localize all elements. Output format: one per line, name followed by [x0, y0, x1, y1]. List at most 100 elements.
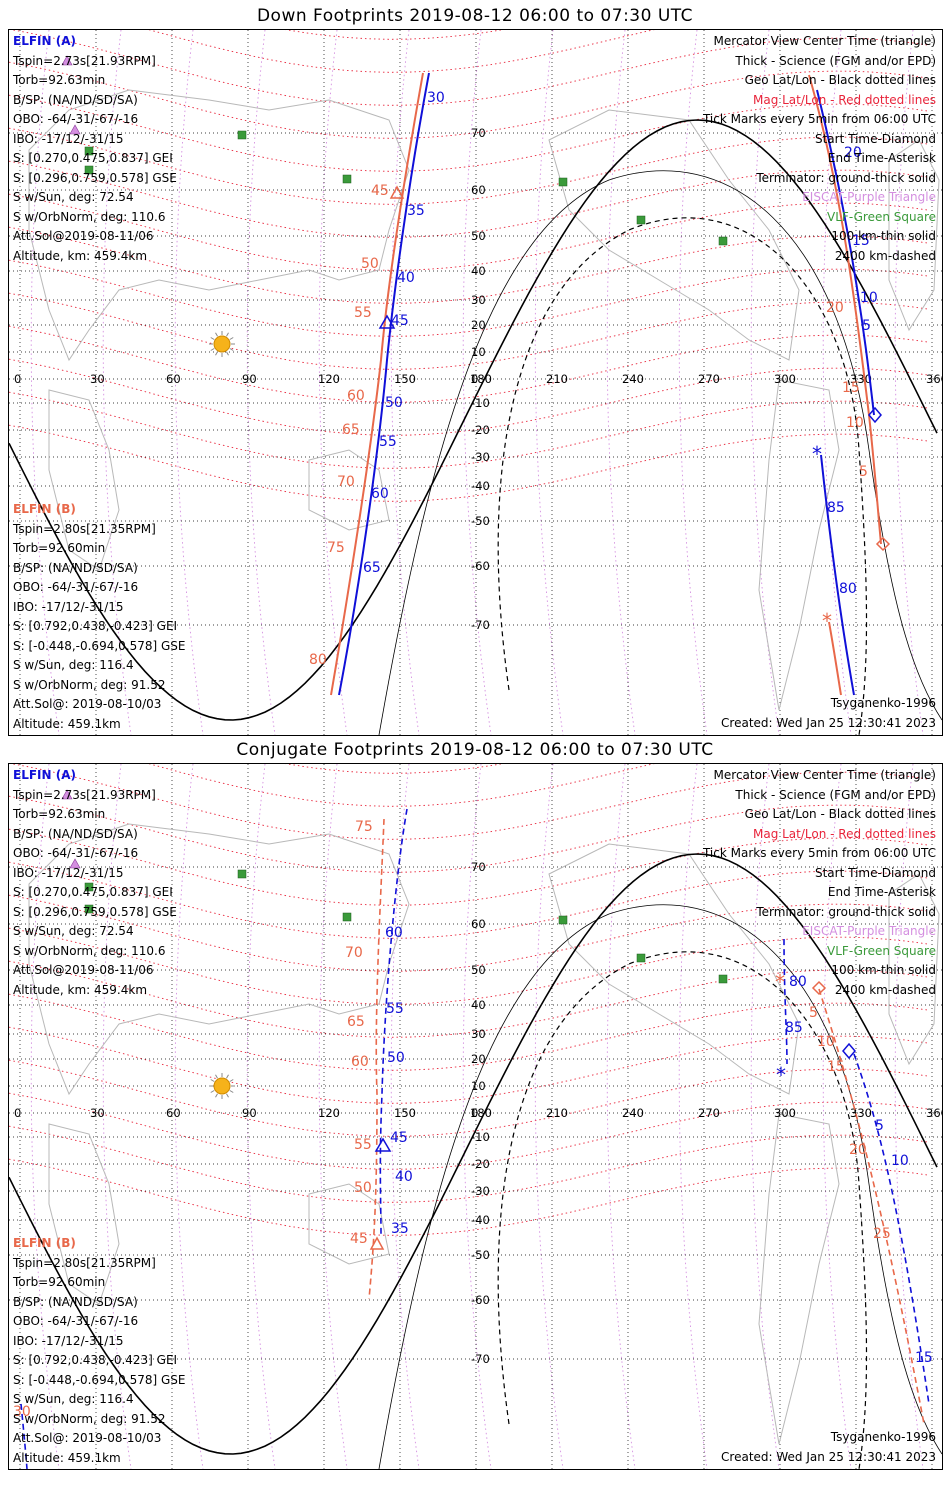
- legend-item: Tick Marks every 5min from 06:00 UTC: [702, 846, 936, 860]
- elfin-a-trace: [379, 808, 408, 1235]
- info-line: Altitude: 459.1km: [13, 1450, 121, 1465]
- end-time-asterisk: *: [812, 442, 822, 466]
- panel2-title: Conjugate Footprints 2019-08-12 06:00 to…: [236, 740, 714, 760]
- legend-item: Mercator View Center Time (triangle): [713, 34, 936, 48]
- lat-tick-label: -50: [471, 514, 490, 528]
- info-line: S w/OrbNorm, deg: 91.52: [13, 1411, 166, 1426]
- lat-tick-label: 20: [471, 318, 486, 332]
- mag-lon-line: [822, 30, 852, 735]
- tick-mark-label: 30: [427, 90, 445, 106]
- sun-ray: [226, 1074, 229, 1079]
- legend-item: End Time-Asterisk: [827, 151, 936, 165]
- elfin-a-header: ELFIN (A): [13, 34, 76, 48]
- mag-lon-line: [174, 30, 204, 735]
- elfin-a-trace-wrap: [20, 1403, 28, 1469]
- legend-item: 100 km-thin solid: [831, 963, 936, 977]
- elfin-a-trace: [338, 72, 430, 696]
- legend-item: Geo Lat/Lon - Black dotted lines: [744, 807, 936, 821]
- legend-item: Mercator View Center Time (triangle): [713, 768, 936, 782]
- sun-disk: [213, 335, 231, 353]
- sun-ray: [226, 1093, 229, 1098]
- vlf-square: [84, 904, 94, 914]
- tick-mark-label: 70: [345, 945, 363, 961]
- legend-item: End Time-Asterisk: [827, 885, 936, 899]
- range-2400km-line: [497, 951, 868, 1469]
- mag-lon-line: [534, 764, 564, 1469]
- tick-mark-label: 85: [785, 1020, 803, 1036]
- mag-lon-line: [822, 764, 852, 1469]
- vlf-square: [718, 974, 728, 984]
- sun-ray: [210, 348, 215, 351]
- lon-tick-label: 270: [698, 1106, 720, 1120]
- lat-tick-label: 40: [471, 998, 486, 1012]
- tick-mark-label: 55: [354, 1137, 372, 1153]
- tick-mark-label: 15: [852, 233, 870, 249]
- lat-tick-label: 0: [471, 372, 478, 386]
- continent-outline: [888, 873, 940, 1066]
- legend-item: Mag Lat/Lon - Red dotted lines: [752, 826, 936, 841]
- info-line: IBO: -17/12/-31/15: [13, 131, 124, 146]
- center-time-triangle: [389, 185, 405, 199]
- tick-mark-label: 55: [386, 1001, 404, 1017]
- lat-tick-label: -10: [471, 396, 490, 410]
- sun-ray: [229, 1079, 234, 1082]
- sun-ray: [210, 1090, 215, 1093]
- tick-mark-label: 35: [407, 203, 425, 219]
- mag-lat-line: [9, 61, 930, 139]
- legend-item: Mag Lat/Lon - Red dotted lines: [752, 92, 936, 107]
- continent-outline: [308, 1183, 390, 1265]
- mag-lon-line: [750, 764, 780, 1469]
- legend-item: 2400 km-dashed: [834, 982, 936, 997]
- panel2-map-svg: 0306090120150180210240270300330360706050…: [9, 764, 942, 1469]
- mag-lat-line: [9, 1026, 930, 1104]
- tick-mark-label: 10: [846, 415, 864, 431]
- panel1-elfin-a-info: ELFIN (A) Tspin=2.73s[21.93RPM] Torb=92.…: [13, 32, 177, 266]
- start-time-diamond: [811, 980, 827, 996]
- mag-lat-line: [9, 325, 930, 403]
- mag-lat-line: [10, 30, 930, 106]
- tick-mark-label: 65: [342, 422, 360, 438]
- lon-tick-label: 150: [394, 372, 416, 386]
- info-line: Torb=92.63min: [13, 73, 106, 87]
- info-line: OBO: -64/-31/-67/-16: [13, 846, 139, 860]
- continent-outline: [28, 823, 410, 1096]
- vlf-square: [342, 174, 352, 184]
- info-line: S: [0.792,0.438,-0.423] GEI: [13, 1353, 178, 1367]
- mag-lon-line: [102, 764, 132, 1469]
- info-line: S w/OrbNorm, deg: 110.6: [13, 209, 166, 224]
- mag-lat-line: [148, 764, 655, 807]
- info-line: S w/Sun, deg: 72.54: [13, 190, 134, 204]
- lon-tick-label: 180: [470, 372, 492, 386]
- tick-mark-label: 60: [351, 1054, 369, 1070]
- legend-item: 100 km-thin solid: [831, 229, 936, 243]
- info-line: S w/Sun, deg: 116.4: [13, 658, 134, 672]
- legend-item: VLF-Green Square: [827, 943, 936, 958]
- elfin-b-header: ELFIN (B): [13, 502, 76, 516]
- panel2-elfin-b-info: ELFIN (B) Tspin=2.80s[21.35RPM] Torb=92.…: [13, 1234, 186, 1468]
- lat-tick-label: -30: [471, 1184, 490, 1198]
- info-line: Att.Sol@: 2019-08-10/03: [13, 697, 162, 711]
- legend-item: Terminator: ground-thick solid: [756, 170, 936, 185]
- info-line: Altitude, km: 459.4km: [13, 248, 148, 263]
- mag-lon-line: [30, 764, 60, 1469]
- mag-lat-line: [10, 764, 930, 840]
- lon-tick-label: 60: [166, 372, 181, 386]
- sun-ray: [226, 332, 229, 337]
- info-line: Torb=92.60min: [13, 541, 106, 555]
- mag-lat-line: [9, 861, 930, 939]
- info-line: S: [0.792,0.438,-0.423] GEI: [13, 619, 178, 633]
- info-line: S w/Sun, deg: 72.54: [13, 924, 134, 938]
- sun-ray: [215, 1074, 218, 1079]
- tick-mark-label: 50: [354, 1180, 372, 1196]
- start-time-diamond: [868, 406, 882, 424]
- start-time-diamond: [842, 1042, 856, 1060]
- info-line: Tspin=2.73s[21.93RPM]: [13, 787, 156, 802]
- tick-mark-label: 15: [915, 1350, 933, 1366]
- sun-ray: [215, 351, 218, 356]
- tick-mark-label: 10: [860, 290, 878, 306]
- tick-mark-label: 5: [862, 318, 871, 334]
- mag-lon-line: [318, 30, 348, 735]
- panel2-map: 0306090120150180210240270300330360706050…: [8, 763, 943, 1470]
- info-line: S w/Sun, deg: 116.4: [13, 1392, 134, 1406]
- lat-tick-label: 40: [471, 264, 486, 278]
